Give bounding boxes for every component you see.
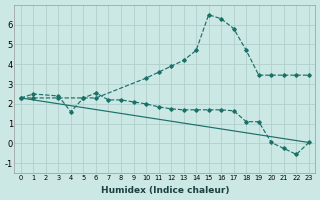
X-axis label: Humidex (Indice chaleur): Humidex (Indice chaleur) bbox=[100, 186, 229, 195]
